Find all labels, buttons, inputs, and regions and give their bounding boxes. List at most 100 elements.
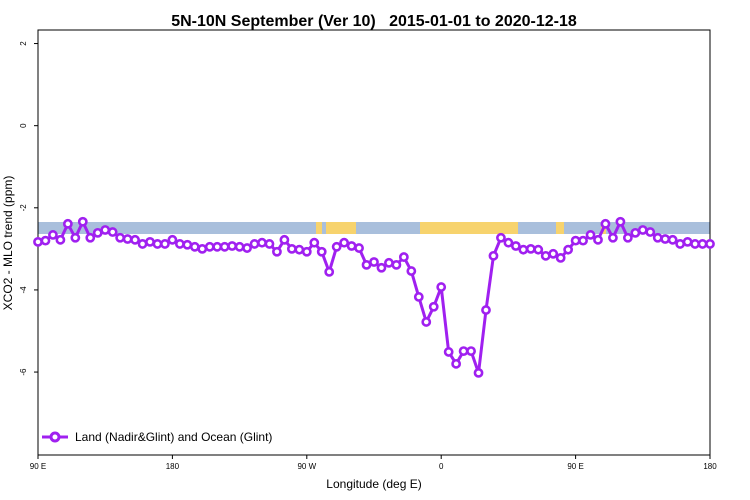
data-point	[705, 239, 715, 249]
data-point	[85, 232, 96, 243]
data-point	[77, 216, 88, 227]
data-point	[510, 241, 521, 251]
data-point	[578, 235, 588, 246]
data-point	[496, 232, 506, 243]
y-tick-label: -2	[19, 204, 28, 212]
data-point	[630, 227, 641, 238]
data-point	[555, 252, 566, 263]
x-tick-label: 90 E	[30, 462, 46, 471]
data-point	[421, 317, 432, 327]
data-point	[376, 262, 387, 273]
data-point	[473, 367, 484, 378]
ocean-band	[38, 222, 710, 234]
data-point	[174, 239, 185, 249]
data-point	[481, 305, 491, 315]
data-point	[398, 252, 409, 262]
data-point	[279, 234, 290, 245]
data-point	[204, 241, 215, 252]
data-point	[189, 241, 200, 252]
land-band	[316, 222, 322, 234]
data-point	[346, 241, 357, 251]
data-point	[525, 243, 536, 254]
data-point	[354, 243, 364, 253]
data-point	[533, 244, 544, 255]
data-point	[249, 239, 260, 249]
x-tick-label: 0	[439, 462, 444, 471]
data-point	[384, 257, 394, 268]
data-point	[443, 347, 454, 357]
y-tick-label: -4	[19, 286, 28, 294]
data-point	[294, 244, 305, 255]
data-point	[182, 239, 193, 250]
data-point	[436, 282, 447, 292]
y-tick-label: -6	[19, 368, 28, 376]
data-point	[339, 237, 350, 248]
data-point	[242, 243, 252, 253]
data-point	[234, 241, 245, 252]
data-point	[518, 244, 529, 255]
legend: Land (Nadir&Glint) and Ocean (Glint)	[42, 430, 272, 444]
data-point	[570, 235, 581, 246]
data-point	[593, 234, 603, 245]
data-point	[167, 234, 178, 245]
data-point	[324, 266, 335, 277]
data-point	[667, 234, 678, 245]
data-point	[115, 232, 126, 243]
data-point	[160, 239, 170, 249]
data-point	[219, 241, 230, 252]
data-point	[369, 257, 379, 267]
data-point	[361, 259, 372, 270]
x-axis-title: Longitude (deg E)	[326, 477, 421, 491]
data-point	[48, 230, 58, 240]
data-point	[488, 250, 499, 261]
data-point	[197, 243, 208, 254]
data-point	[309, 237, 320, 248]
data-point	[316, 246, 327, 257]
data-point	[458, 346, 469, 357]
data-point	[62, 218, 73, 229]
y-tick-label: 0	[19, 123, 28, 128]
data-point	[697, 239, 708, 249]
data-point	[130, 234, 140, 245]
data-point	[690, 239, 700, 249]
data-point	[70, 232, 81, 243]
x-tick-label: 90 W	[297, 462, 316, 471]
y-axis-title: XCO2 - MLO trend (ppm)	[1, 176, 15, 311]
data-point	[682, 236, 693, 247]
data-point	[152, 239, 163, 249]
data-point	[428, 301, 439, 312]
data-point	[55, 234, 66, 245]
data-point	[548, 248, 559, 259]
data-point	[660, 234, 671, 244]
chart-title: 5N-10N September (Ver 10) 2015-01-01 to …	[171, 13, 577, 30]
data-point	[145, 236, 155, 247]
data-point	[563, 244, 574, 255]
data-point	[540, 250, 551, 261]
data-point	[466, 346, 476, 357]
data-point	[600, 218, 611, 229]
data-point	[503, 237, 514, 248]
data-point	[413, 292, 424, 302]
data-point	[331, 241, 342, 252]
data-point	[286, 243, 297, 254]
data-point	[406, 266, 417, 276]
x-tick-label: 180	[166, 462, 180, 471]
legend-label: Land (Nadir&Glint) and Ocean (Glint)	[75, 430, 272, 444]
data-point	[33, 236, 43, 247]
data-point	[301, 246, 312, 257]
x-tick-label: 180	[703, 462, 717, 471]
data-point	[227, 241, 238, 251]
data-point	[391, 259, 402, 270]
data-point	[272, 246, 282, 257]
data-point	[675, 239, 686, 249]
data-point	[107, 227, 118, 237]
data-point	[122, 234, 133, 244]
data-point	[264, 239, 275, 249]
data-point	[622, 232, 633, 243]
land-band	[556, 222, 564, 234]
data-point	[100, 225, 111, 235]
y-tick-label: 2	[19, 41, 28, 46]
data-point	[451, 358, 462, 369]
legend-marker	[49, 431, 61, 443]
